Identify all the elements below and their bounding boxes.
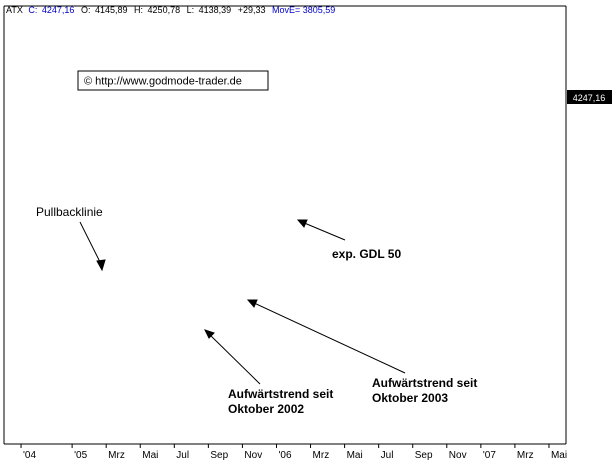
last-price-tag: [567, 90, 612, 104]
x-tick-label: Mrz: [517, 450, 534, 461]
annotation-trend-2003-line1: Aufwärtstrend seit: [372, 376, 477, 390]
x-tick-label: Mai: [551, 450, 567, 461]
header-l-label: L:: [187, 5, 195, 15]
header-symbol: ATX: [6, 5, 23, 15]
header-h-label: H:: [134, 5, 143, 15]
arrowhead-trend-2002: [204, 329, 215, 339]
x-tick-label: Jul: [381, 450, 394, 461]
arrow-trend-2003: [251, 301, 406, 374]
annotation-trend-2002-line2: Oktober 2002: [228, 402, 304, 416]
annotation-gdl50: exp. GDL 50: [332, 247, 401, 261]
header-change: +29,33: [238, 5, 266, 15]
x-tick-label: Nov: [244, 450, 262, 461]
header-c-value: 4247,16: [42, 5, 75, 15]
header-o-label: O:: [81, 5, 91, 15]
x-tick-label: '06: [278, 450, 291, 461]
x-tick-label: Sep: [210, 450, 228, 461]
header-c-label: C:: [28, 5, 37, 15]
x-tick-label: '04: [23, 450, 36, 461]
header-line: ATX C: 4247,16 O: 4145,89 H: 4250,78 L: …: [6, 5, 335, 15]
header-ma-label: MovE=: [272, 5, 300, 15]
x-tick-label: Sep: [415, 450, 433, 461]
x-tick-label: Nov: [449, 450, 467, 461]
annotation-arrows: [79, 219, 406, 385]
arrow-trend-2002: [207, 332, 261, 385]
x-tick-label: Mrz: [313, 450, 330, 461]
x-tick-label: Jul: [176, 450, 189, 461]
arrow-pullbacklinie: [79, 221, 103, 267]
arrowhead-gdl50: [296, 219, 308, 228]
x-tick-label: Mrz: [108, 450, 125, 461]
x-tick-label: '07: [483, 450, 496, 461]
header-h-value: 4250,78: [148, 5, 181, 15]
copyright-box: [77, 70, 269, 91]
header-l-value: 4138,39: [199, 5, 232, 15]
annotation-trend-2003-line2: Oktober 2003: [372, 391, 448, 405]
arrowhead-pullbacklinie: [96, 259, 106, 272]
annotation-trend-2002-line1: Aufwärtstrend seit: [228, 387, 333, 401]
x-tick-label: Mai: [142, 450, 158, 461]
header-o-value: 4145,89: [95, 5, 128, 15]
x-tick-label: Mai: [347, 450, 363, 461]
copyright-text: © http://www.godmode-trader.de: [84, 76, 242, 88]
annotation-pullbacklinie: Pullbacklinie: [36, 205, 103, 219]
arrowhead-trend-2003: [246, 299, 258, 308]
axes: 2500,003000,003500,004000,004500,005000,…: [20, 444, 567, 461]
arrow-gdl50: [301, 221, 346, 241]
x-tick-label: '05: [74, 450, 87, 461]
header-ma-value: 3805,59: [303, 5, 336, 15]
last-price-tag-text: 4247,16: [573, 93, 606, 103]
